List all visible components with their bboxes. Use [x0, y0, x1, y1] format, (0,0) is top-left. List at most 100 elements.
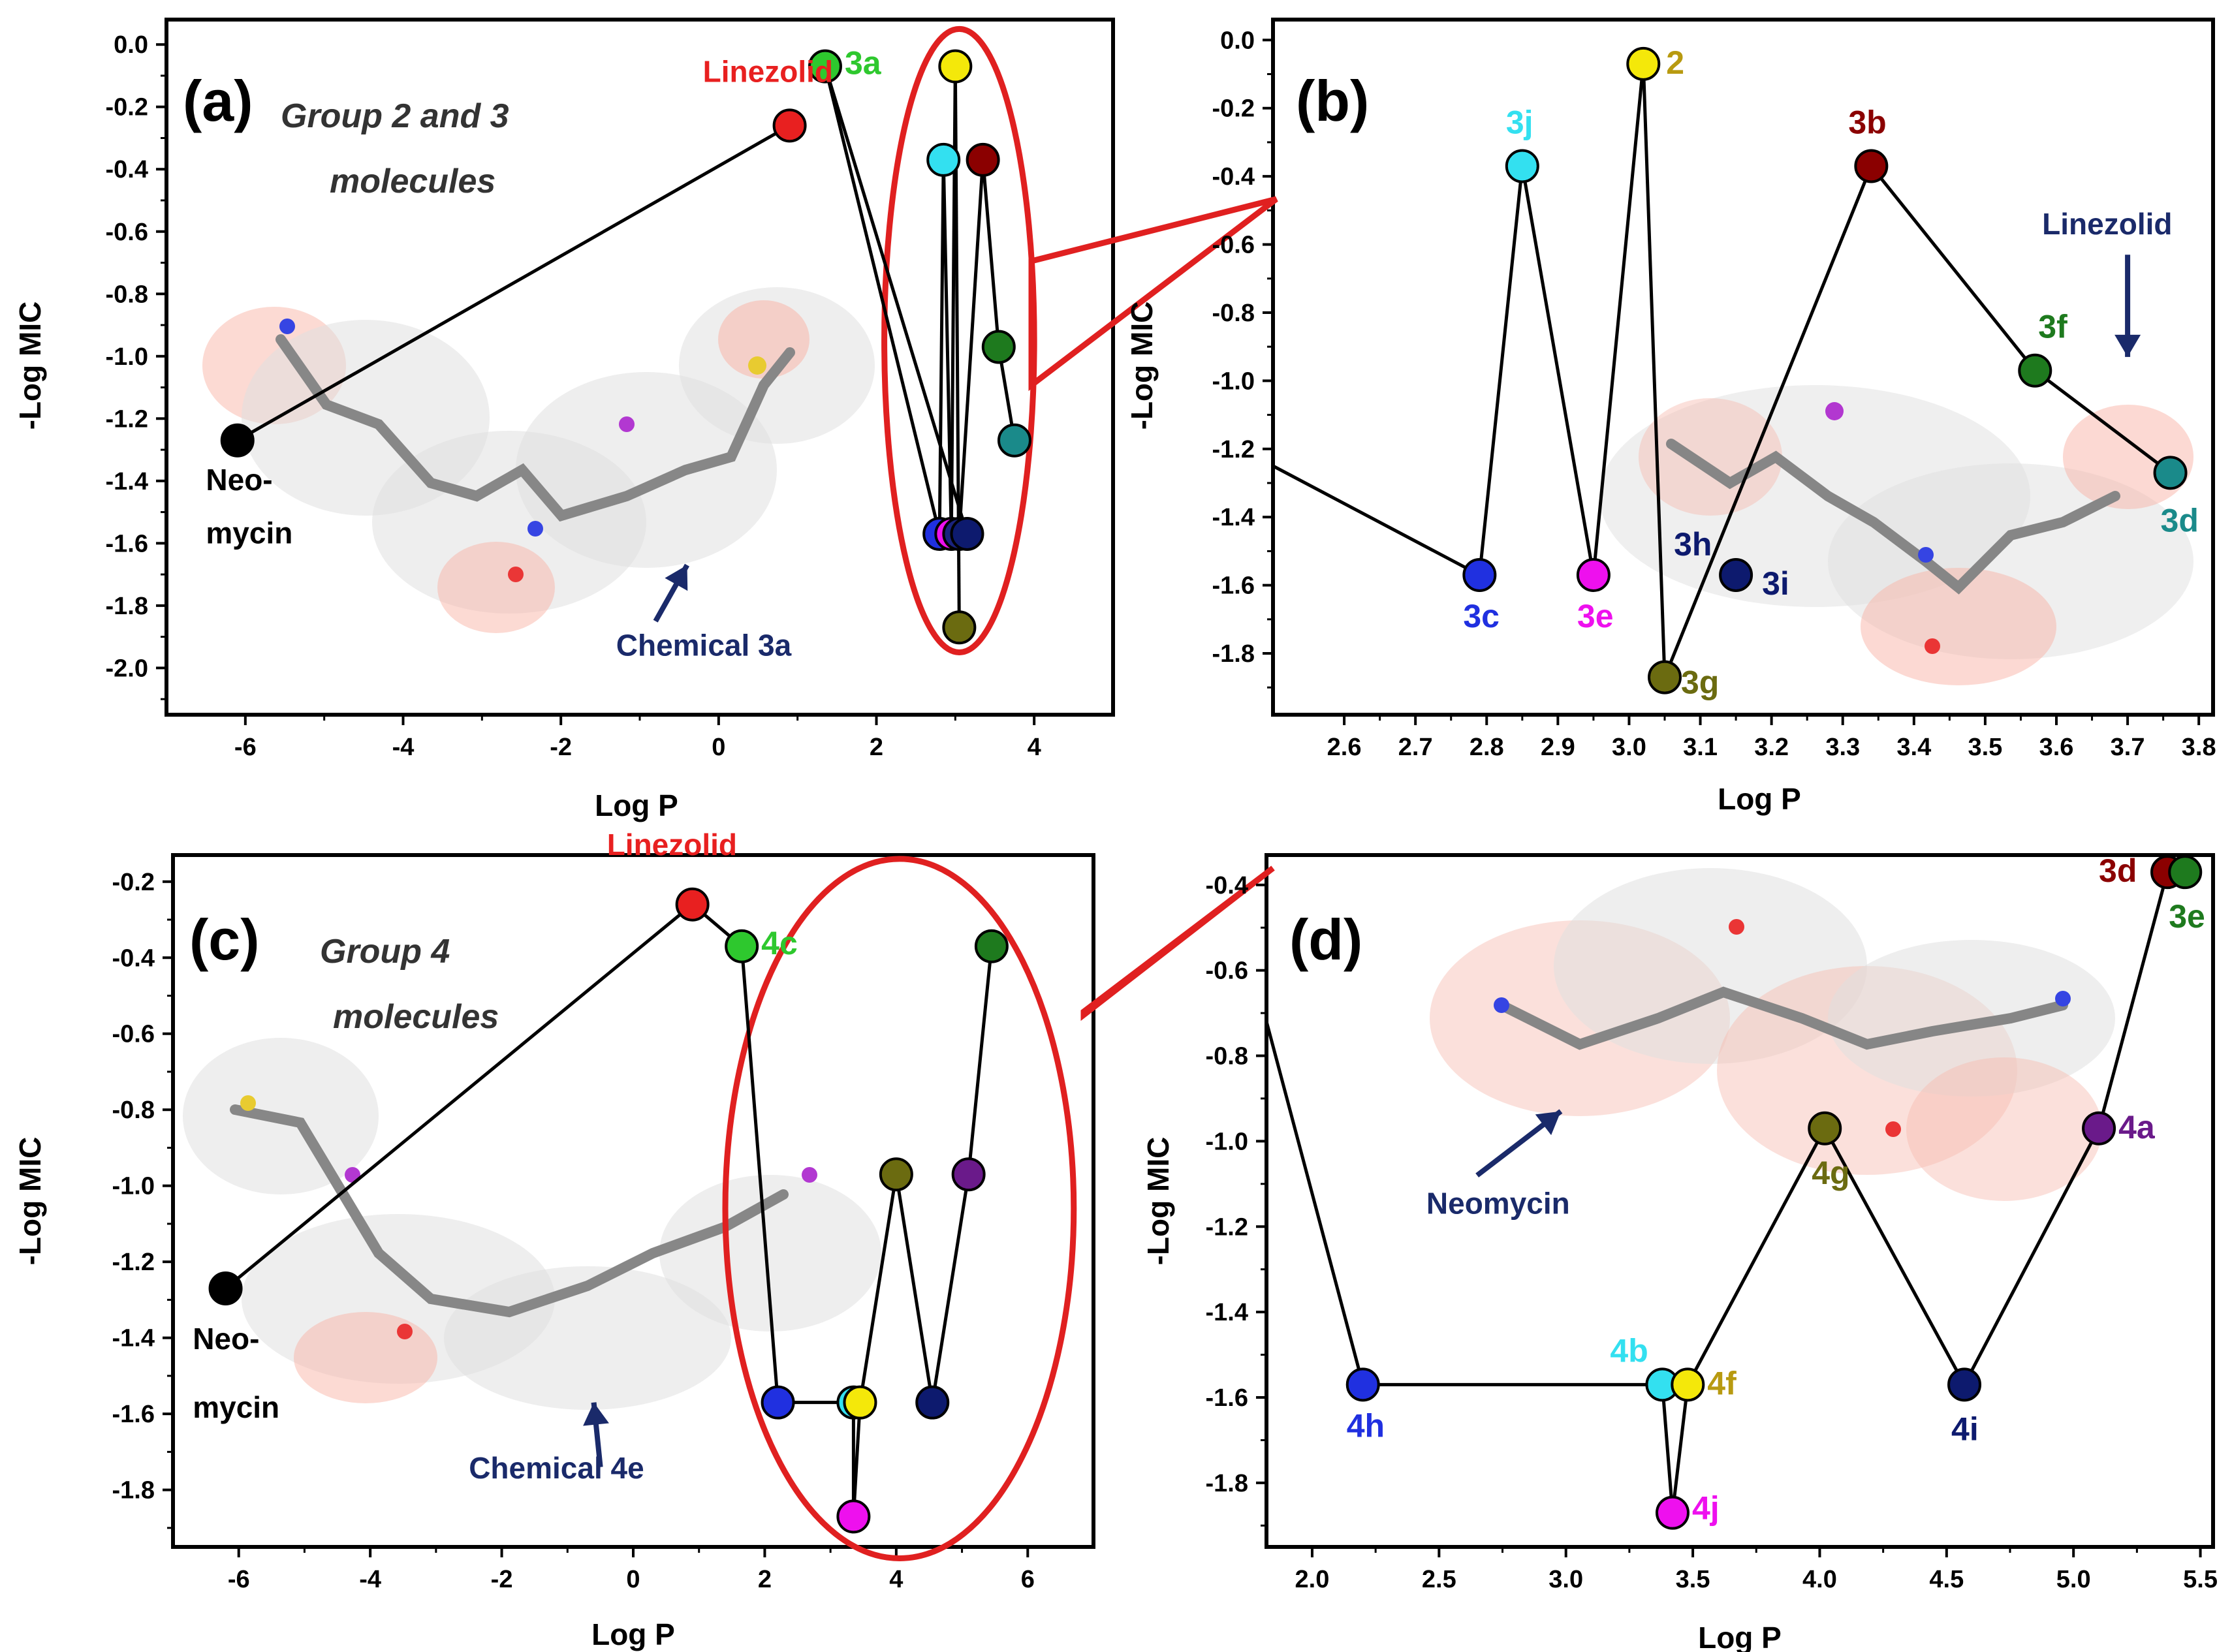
- annotation-label: mycin: [206, 516, 292, 550]
- annotation-label: Linezolid: [703, 55, 833, 89]
- zoom-ellipse: [881, 25, 1037, 655]
- point-label-3d: 3d: [2099, 852, 2137, 889]
- annotation-label: Chemical 3a: [616, 628, 792, 662]
- data-point-3j: [1505, 149, 1539, 183]
- y-tick-label: -0.2: [106, 94, 148, 121]
- y-tick-label: -2.0: [106, 655, 148, 682]
- point-label-3e: 3e: [1577, 598, 1614, 634]
- x-tick-label: 2.8: [1470, 734, 1504, 761]
- y-tick-label: -0.8: [106, 281, 148, 308]
- y-tick-label: -0.2: [112, 869, 155, 896]
- y-tick-label: -1.4: [106, 468, 148, 495]
- series-line: [1520, 166, 1595, 576]
- point-label-4f: 4f: [1707, 1365, 1737, 1401]
- panel-a-xlabel: Log P: [595, 788, 678, 822]
- series-line: [894, 1174, 934, 1403]
- y-tick-label: 0.0: [1220, 27, 1255, 54]
- x-tick-label: 3.2: [1754, 734, 1789, 761]
- point-label-3i: 3i: [1762, 565, 1789, 602]
- panel-c-ylabel: -Log MIC: [13, 1137, 47, 1266]
- series-line: [1660, 1384, 1674, 1513]
- data-point-3e: [2168, 855, 2203, 890]
- x-tick-label: 3.5: [1676, 1566, 1710, 1593]
- y-tick-label: -0.4: [106, 156, 148, 183]
- series-line: [236, 124, 791, 442]
- y-tick-label: -1.8: [112, 1477, 155, 1504]
- x-tick-label: 0: [712, 734, 725, 761]
- y-tick-label: -1.8: [1206, 1470, 1248, 1497]
- y-tick-label: -1.2: [112, 1249, 155, 1276]
- series-line: [1823, 1127, 1966, 1386]
- pointer-arrow-head: [665, 565, 688, 591]
- panel-c-plot: -6 -4 -2 0 2 4 6 -0.2 -0.4 -0.6 -0.8 -1.0 -1.2 -1.4 -1…: [112, 828, 1077, 1593]
- y-tick-label: -1.0: [106, 343, 148, 371]
- y-tick-label: -0.6: [1212, 232, 1255, 259]
- data-point-3e: [1576, 557, 1611, 592]
- series-line: [858, 1174, 898, 1403]
- molecule-render-neomycin: [1430, 868, 2115, 1201]
- series-line: [823, 65, 969, 535]
- panel-d-frame: [1265, 853, 2215, 1549]
- data-point-3i: [950, 517, 984, 552]
- data-point-4g: [879, 1157, 913, 1192]
- panel-c-note-line-1: Group 4: [320, 933, 450, 971]
- data-point-3g: [942, 610, 977, 645]
- series-line: [224, 903, 694, 1290]
- y-tick-label: -0.4: [1206, 872, 1248, 899]
- panel-a-ylabel: -Log MIC: [13, 302, 47, 430]
- annotation-label: Neomycin: [1426, 1187, 1570, 1221]
- y-tick-label: -0.6: [1206, 958, 1248, 985]
- data-point-4g: [1808, 1111, 1842, 1145]
- panel-b-label: (b): [1296, 69, 1369, 133]
- point-label-4g: 4g: [1812, 1155, 1849, 1191]
- panel-d-xlabel: Log P: [1698, 1621, 1782, 1652]
- annotation-label: Linezolid: [607, 828, 737, 862]
- annotation-label: mycin: [193, 1390, 279, 1424]
- data-point-3b: [966, 142, 1000, 177]
- panel-a-label: (a): [183, 69, 253, 133]
- annotation-label: Neo-: [206, 463, 272, 497]
- point-label-3a: 3a: [845, 45, 882, 82]
- point-label-3j: 3j: [1506, 104, 1533, 140]
- x-tick-label: 3.5: [1968, 734, 2002, 761]
- x-tick-label: -2: [491, 1566, 513, 1593]
- panel-a-note-line-2: molecules: [330, 163, 495, 200]
- x-tick-label: 2.5: [1422, 1566, 1456, 1593]
- x-tick-label: 4.0: [1802, 1566, 1837, 1593]
- point-label-4c: 4c: [761, 925, 798, 961]
- y-tick-label: -0.6: [106, 219, 148, 246]
- x-tick-label: 3.6: [2039, 734, 2074, 761]
- y-tick-label: -1.2: [106, 405, 148, 433]
- panel-a-plot: -6 -4 -2 0 2 4 0.0 -0.2 -0.4 -0.6 -0.8 -1.0 -1.2 -1.4…: [106, 25, 1041, 761]
- series-line: [1962, 1127, 2101, 1386]
- x-tick-label: -4: [392, 734, 415, 761]
- x-tick-label: 3.0: [1548, 1566, 1583, 1593]
- series-line: [823, 66, 941, 535]
- point-label-3e: 3e: [2169, 898, 2205, 935]
- data-point-neomycin: [220, 423, 255, 458]
- y-tick-label: -1.0: [112, 1173, 155, 1200]
- series-line: [967, 946, 994, 1175]
- panel-d-ylabel: -Log MIC: [1141, 1137, 1175, 1266]
- series-line: [2097, 871, 2169, 1129]
- panel-c-frame: [171, 853, 1095, 1549]
- data-point-3h: [1719, 557, 1753, 592]
- x-tick-label: -2: [550, 734, 572, 761]
- y-tick-label: -0.8: [1206, 1043, 1248, 1070]
- y-tick-label: -1.6: [1206, 1384, 1248, 1412]
- data-point-3e: [974, 929, 1009, 963]
- data-point-4j: [1655, 1495, 1690, 1530]
- data-point-neomycin: [208, 1271, 243, 1305]
- x-tick-label: -6: [234, 734, 257, 761]
- x-tick-label: 4: [1028, 734, 1041, 761]
- panel-a-note-line-1: Group 2 and 3: [281, 97, 509, 135]
- series-line: [930, 1174, 971, 1403]
- y-tick-label: -0.4: [1212, 163, 1255, 191]
- molecule-render-3b-inset: [1599, 385, 2193, 685]
- y-tick-label: -1.6: [1212, 572, 1255, 600]
- data-point-2: [1626, 46, 1661, 81]
- data-point-3d: [997, 423, 1031, 458]
- y-tick-label: -0.8: [112, 1097, 155, 1124]
- point-label-3d: 3d: [2161, 502, 2199, 538]
- panel-c-xlabel: Log P: [591, 1617, 675, 1651]
